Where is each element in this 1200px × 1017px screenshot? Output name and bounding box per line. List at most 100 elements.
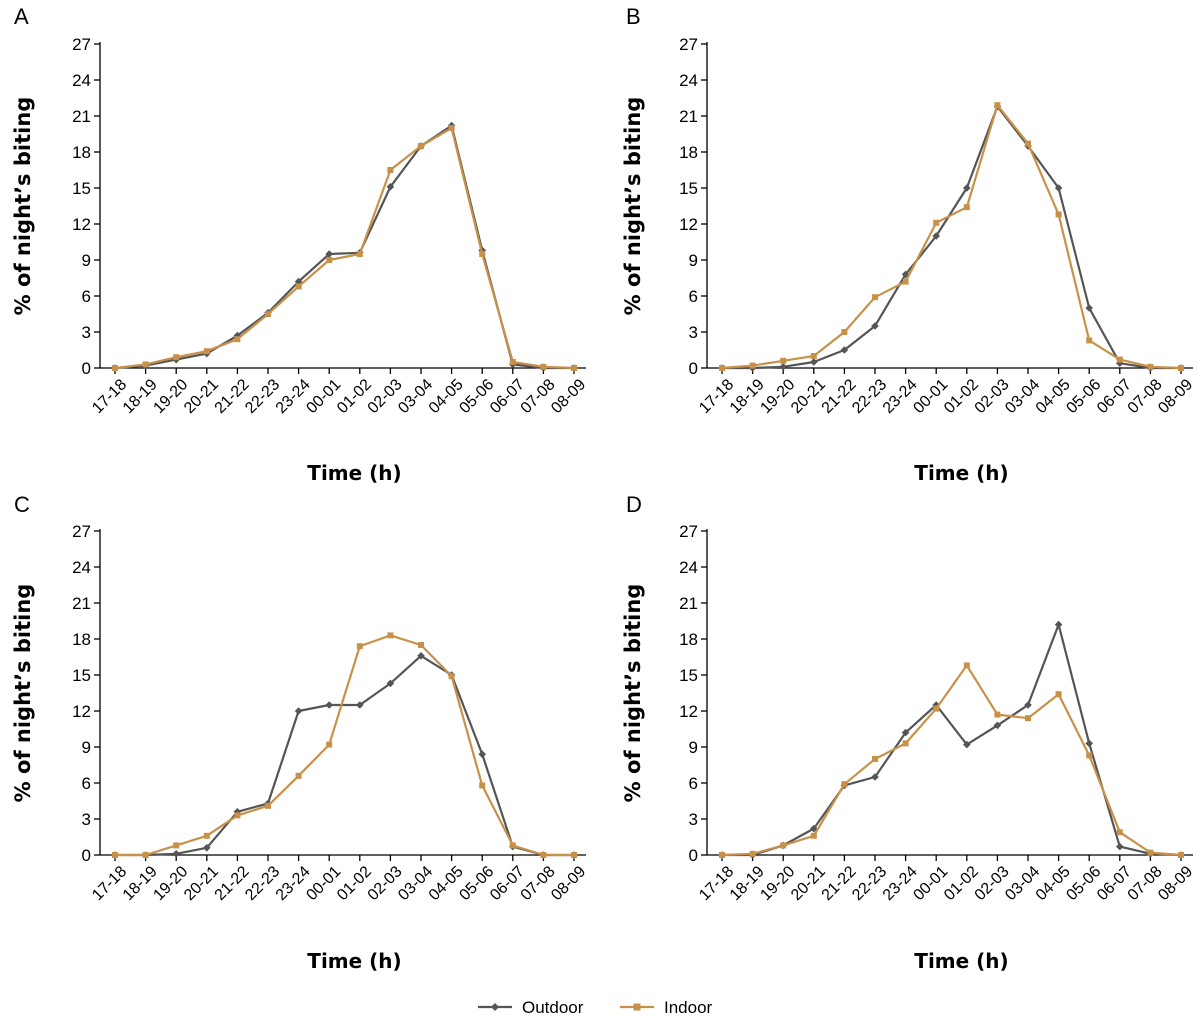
- data-point-indoor: [1147, 363, 1154, 370]
- data-point-indoor: [1178, 365, 1184, 371]
- data-point-indoor: [749, 362, 756, 369]
- data-point-outdoor: [1054, 620, 1063, 629]
- y-tick-label: 21: [679, 107, 698, 126]
- y-tick-label: 15: [72, 179, 91, 198]
- data-point-outdoor: [871, 322, 879, 330]
- x-tick-label: 19-20: [757, 376, 798, 417]
- x-tick-label: 08-09: [1155, 863, 1196, 904]
- series-line-outdoor: [115, 654, 574, 857]
- data-point-indoor: [387, 167, 394, 173]
- data-point-outdoor: [386, 183, 395, 191]
- x-tick-label: 02-03: [972, 863, 1013, 904]
- data-point-indoor: [933, 705, 940, 712]
- data-point-outdoor: [963, 740, 971, 749]
- data-point-indoor: [994, 102, 1001, 109]
- y-tick-label: 24: [679, 558, 698, 577]
- x-tick-label: 06-07: [487, 376, 528, 417]
- x-tick-label: 21-22: [819, 376, 860, 417]
- x-tick-label: 17-18: [89, 863, 130, 904]
- x-tick-label: 17-18: [696, 863, 737, 904]
- data-point-indoor: [540, 852, 547, 858]
- data-point-outdoor: [417, 652, 425, 660]
- x-tick-label: 19-20: [757, 863, 798, 904]
- chart-panel-a: A 0 3 6 9 12 15 18 21 24 27 17-1818-1919-2020-2121-…: [11, 4, 589, 485]
- data-point-indoor: [1055, 211, 1062, 218]
- x-tick-label: 22-23: [849, 376, 890, 417]
- data-point-indoor: [142, 852, 149, 858]
- y-tick-label: 18: [679, 630, 698, 649]
- x-tick-label: 02-03: [972, 376, 1013, 417]
- data-point-indoor: [295, 283, 302, 290]
- data-point-indoor: [1025, 715, 1031, 722]
- x-tick-label: 18-19: [727, 863, 768, 904]
- x-tick-label: 08-09: [548, 863, 589, 904]
- y-tick-label: 18: [679, 143, 698, 162]
- panel-label: D: [626, 492, 642, 517]
- x-tick-label: 04-05: [1033, 863, 1074, 904]
- y-tick-label: 9: [82, 251, 91, 270]
- data-point-indoor: [203, 348, 210, 355]
- y-tick-label: 18: [72, 143, 91, 162]
- data-point-outdoor: [478, 750, 486, 758]
- data-point-indoor: [509, 359, 516, 365]
- panel-label: A: [14, 4, 29, 29]
- y-tick-label: 0: [689, 846, 698, 865]
- data-point-indoor: [1116, 356, 1123, 363]
- y-tick-label: 9: [689, 738, 698, 757]
- y-tick-label: 18: [72, 630, 91, 649]
- data-point-indoor: [173, 842, 180, 849]
- y-axis-label: % of night’s biting: [621, 97, 645, 316]
- x-axis-label: Time (h): [914, 461, 1008, 485]
- data-point-outdoor: [993, 721, 1002, 730]
- legend-marker-indoor: [633, 1003, 641, 1011]
- series-line-outdoor: [722, 105, 1181, 370]
- x-tick-label: 21-22: [212, 863, 253, 904]
- y-tick-label: 6: [689, 774, 698, 793]
- y-tick-label: 21: [72, 107, 91, 126]
- data-point-indoor: [571, 852, 577, 858]
- x-tick-label: 17-18: [696, 376, 737, 417]
- data-point-indoor: [1147, 849, 1154, 856]
- x-tick-label: 02-03: [365, 376, 406, 417]
- data-point-indoor: [112, 852, 118, 858]
- x-tick-label: 03-04: [395, 376, 436, 417]
- y-tick-label: 6: [82, 774, 91, 793]
- y-tick-label: 3: [689, 810, 698, 829]
- y-tick-label: 0: [689, 359, 698, 378]
- x-tick-label: 04-05: [1033, 376, 1074, 417]
- data-point-indoor: [326, 741, 333, 748]
- data-point-indoor: [234, 336, 241, 343]
- y-tick-label: 3: [689, 323, 698, 342]
- x-tick-label: 08-09: [1155, 376, 1196, 417]
- data-point-indoor: [448, 125, 455, 131]
- data-point-indoor: [719, 365, 725, 371]
- data-point-indoor: [356, 251, 363, 257]
- data-point-outdoor: [810, 358, 818, 366]
- data-point-outdoor: [325, 701, 333, 709]
- y-axis-label: % of night’s biting: [11, 97, 35, 316]
- legend-label-outdoor: Outdoor: [522, 998, 584, 1017]
- data-point-indoor: [994, 711, 1001, 718]
- data-point-indoor: [173, 354, 180, 361]
- data-point-outdoor: [1116, 842, 1124, 851]
- panel-label: C: [14, 492, 30, 517]
- x-tick-label: 06-07: [487, 863, 528, 904]
- y-tick-label: 27: [72, 522, 91, 541]
- data-point-indoor: [810, 832, 817, 839]
- chart-panel-b: B 0 3 6 9 12 15 18 21 24 27 17-1818-1919-2020-2121-…: [621, 4, 1196, 485]
- data-point-outdoor: [1024, 701, 1032, 709]
- data-point-indoor: [872, 756, 878, 762]
- data-point-indoor: [295, 772, 302, 779]
- x-tick-label: 18-19: [120, 376, 161, 417]
- x-tick-label: 02-03: [365, 863, 406, 904]
- data-point-indoor: [780, 842, 787, 849]
- legend-marker-outdoor: [491, 1003, 499, 1011]
- data-point-indoor: [418, 642, 424, 648]
- x-tick-label: 22-23: [242, 376, 283, 417]
- x-tick-label: 06-07: [1094, 376, 1135, 417]
- y-tick-label: 6: [689, 287, 698, 306]
- x-tick-label: 20-21: [181, 863, 222, 904]
- series-line-indoor: [721, 664, 1182, 857]
- y-tick-label: 6: [82, 287, 91, 306]
- chart-panel-d: D 0 3 6 9 12 15 18 21 24 27 17-1818-1919-2020-2121-…: [621, 492, 1196, 973]
